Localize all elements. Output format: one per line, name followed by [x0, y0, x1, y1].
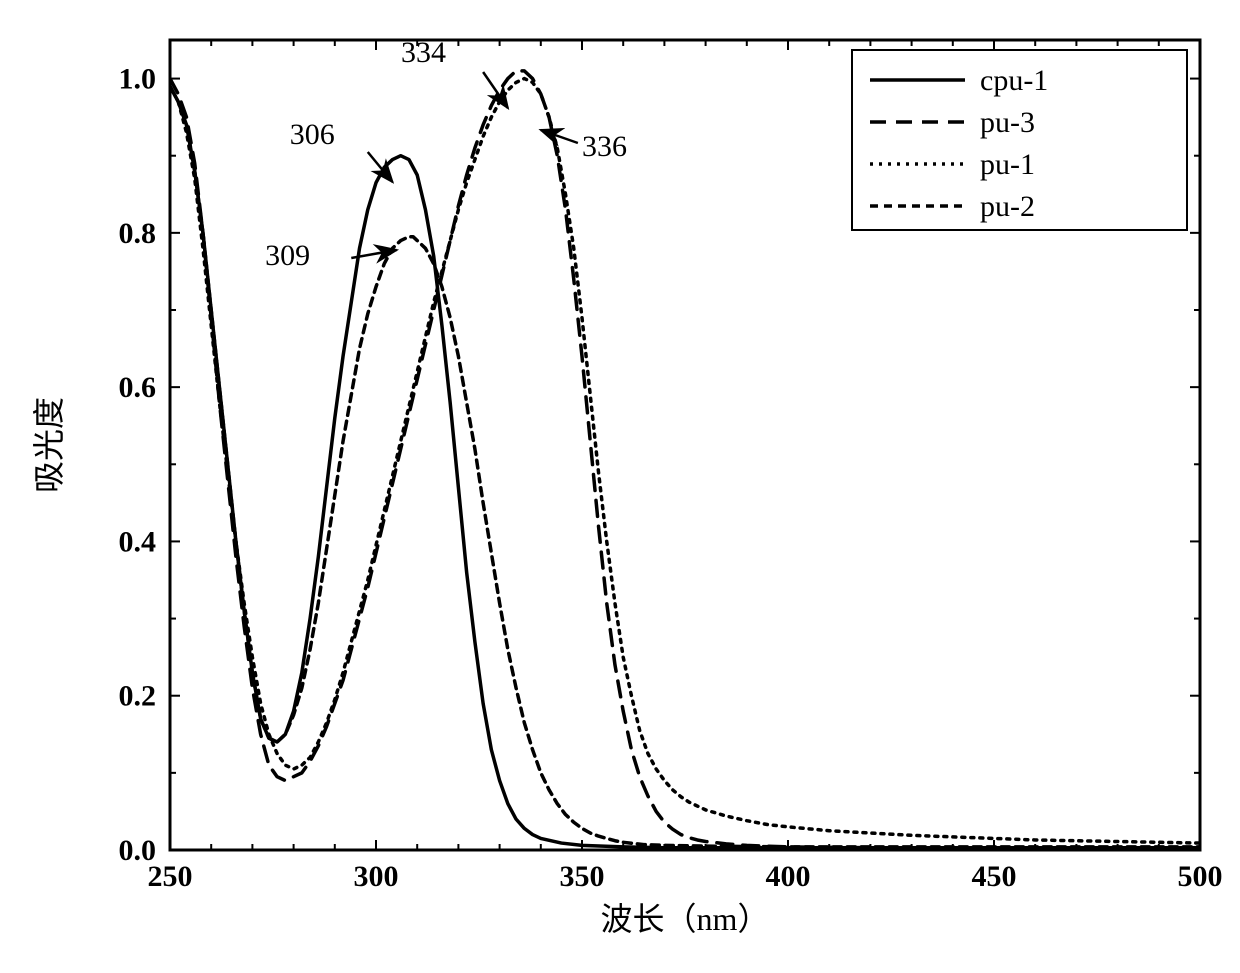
y-tick-label: 0.0	[119, 834, 157, 867]
legend-label: pu-1	[980, 148, 1035, 181]
x-tick-label: 350	[560, 860, 605, 893]
x-tick-label: 450	[972, 860, 1017, 893]
x-tick-label: 400	[766, 860, 811, 893]
y-tick-label: 0.2	[119, 680, 157, 713]
y-tick-label: 0.8	[119, 217, 157, 250]
legend-label: cpu-1	[980, 64, 1048, 97]
x-tick-label: 500	[1178, 860, 1223, 893]
y-tick-label: 0.6	[119, 371, 157, 404]
peak-annotation: 306	[290, 118, 335, 151]
chart-container: 250300350400450500波长（nm）0.00.20.40.60.81…	[0, 0, 1240, 973]
y-tick-label: 1.0	[119, 63, 157, 96]
x-axis-label: 波长（nm）	[601, 901, 770, 937]
peak-annotation: 336	[582, 130, 627, 163]
absorbance-chart: 250300350400450500波长（nm）0.00.20.40.60.81…	[0, 0, 1240, 973]
legend-label: pu-3	[980, 106, 1035, 139]
legend-label: pu-2	[980, 190, 1035, 223]
legend: cpu-1 pu-3 pu-1 pu-2	[852, 50, 1187, 230]
y-axis-label: 吸光度	[31, 397, 67, 493]
x-tick-label: 300	[354, 860, 399, 893]
y-tick-label: 0.4	[119, 525, 157, 558]
peak-annotation: 334	[401, 36, 446, 69]
peak-annotation: 309	[265, 239, 310, 272]
